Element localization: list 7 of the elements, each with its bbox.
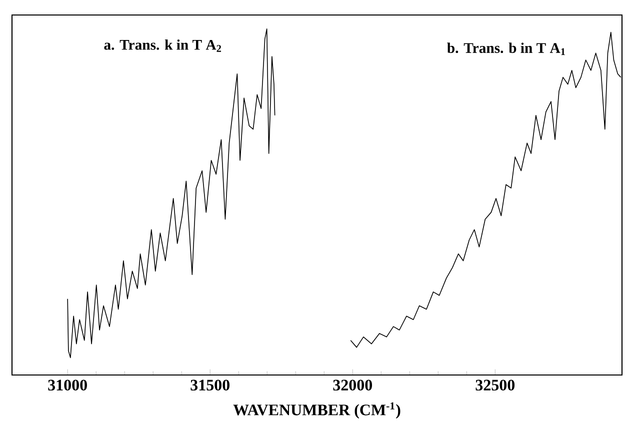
series-label: b. Trans. b in T A$_{1}$ [447,42,565,56]
x-tick-label: 32500 [476,380,515,390]
x-tick-label: 31500 [190,380,230,390]
series-label: a. Trans. k in T A$_{2}$ [104,39,222,52]
x-tick-label: 31000 [48,380,87,390]
x-tick-label: 32000 [333,380,372,390]
x-axis-title: WAVENUMBER (CM$^{-1}$) [233,402,400,419]
